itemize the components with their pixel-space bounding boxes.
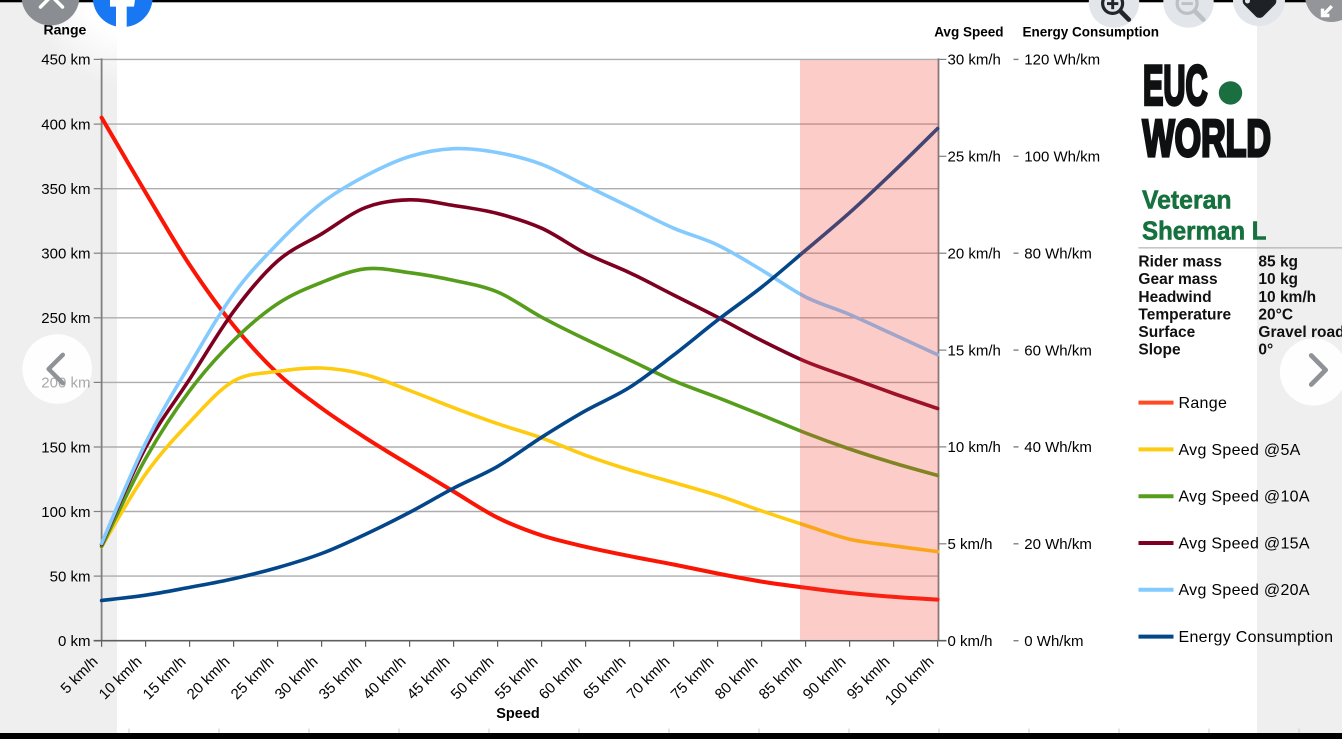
svg-text:400 km: 400 km — [41, 116, 90, 133]
svg-text:150 km: 150 km — [41, 439, 90, 456]
svg-text:40 Wh/km: 40 Wh/km — [1024, 439, 1092, 456]
svg-text:Speed: Speed — [496, 706, 540, 722]
svg-text:350 km: 350 km — [41, 181, 90, 198]
svg-text:50 km: 50 km — [50, 568, 91, 585]
svg-text:100 Wh/km: 100 Wh/km — [1024, 149, 1100, 166]
svg-text:Slope: Slope — [1138, 341, 1181, 358]
svg-text:85 kg: 85 kg — [1258, 254, 1298, 271]
svg-text:0 km: 0 km — [58, 633, 91, 650]
svg-text:10 kg: 10 kg — [1258, 271, 1298, 288]
svg-text:Avg Speed @10A: Avg Speed @10A — [1179, 489, 1310, 506]
svg-text:Avg Speed @5A: Avg Speed @5A — [1179, 442, 1301, 459]
svg-text:Energy Consumption: Energy Consumption — [1179, 629, 1334, 646]
svg-text:Range: Range — [44, 22, 87, 38]
svg-text:250 km: 250 km — [41, 310, 90, 327]
svg-text:10 km/h: 10 km/h — [1258, 289, 1316, 306]
svg-text:Range: Range — [1179, 395, 1228, 412]
svg-text:Surface: Surface — [1138, 324, 1195, 341]
svg-text:Avg Speed @20A: Avg Speed @20A — [1179, 582, 1310, 599]
svg-text:200 km: 200 km — [41, 375, 90, 392]
svg-text:WORLD: WORLD — [1143, 110, 1272, 168]
svg-text:20°C: 20°C — [1258, 306, 1293, 323]
svg-text:Avg Speed @15A: Avg Speed @15A — [1179, 535, 1310, 552]
svg-text:Headwind: Headwind — [1138, 289, 1211, 306]
svg-text:Gravel road: Gravel road — [1258, 324, 1342, 341]
svg-text:Gear mass: Gear mass — [1138, 271, 1217, 288]
svg-text:Rider mass: Rider mass — [1138, 254, 1222, 271]
svg-text:30 km/h: 30 km/h — [948, 52, 1001, 69]
svg-text:Veteran: Veteran — [1142, 185, 1232, 215]
svg-text:60 Wh/km: 60 Wh/km — [1024, 342, 1092, 359]
svg-text:20 Wh/km: 20 Wh/km — [1024, 536, 1092, 553]
svg-text:Temperature: Temperature — [1138, 306, 1231, 323]
svg-text:20 km/h: 20 km/h — [948, 246, 1001, 263]
svg-text:5 km/h: 5 km/h — [948, 536, 993, 553]
svg-text:Energy Consumption: Energy Consumption — [1023, 25, 1160, 40]
svg-text:10 km/h: 10 km/h — [948, 439, 1001, 456]
svg-text:EUC: EUC — [1143, 53, 1208, 116]
svg-text:80 Wh/km: 80 Wh/km — [1024, 246, 1092, 263]
svg-text:Sherman L: Sherman L — [1142, 215, 1267, 245]
svg-text:100 km: 100 km — [41, 504, 90, 521]
svg-text:120 Wh/km: 120 Wh/km — [1024, 52, 1100, 69]
svg-text:Avg Speed: Avg Speed — [934, 25, 1003, 40]
svg-text:25 km/h: 25 km/h — [948, 149, 1001, 166]
svg-text:450 km: 450 km — [41, 52, 90, 69]
svg-text:0°: 0° — [1258, 341, 1273, 358]
svg-text:0 Wh/km: 0 Wh/km — [1024, 633, 1083, 650]
svg-text:15 km/h: 15 km/h — [948, 342, 1001, 359]
svg-text:300 km: 300 km — [41, 246, 90, 263]
svg-text:0 km/h: 0 km/h — [948, 633, 993, 650]
